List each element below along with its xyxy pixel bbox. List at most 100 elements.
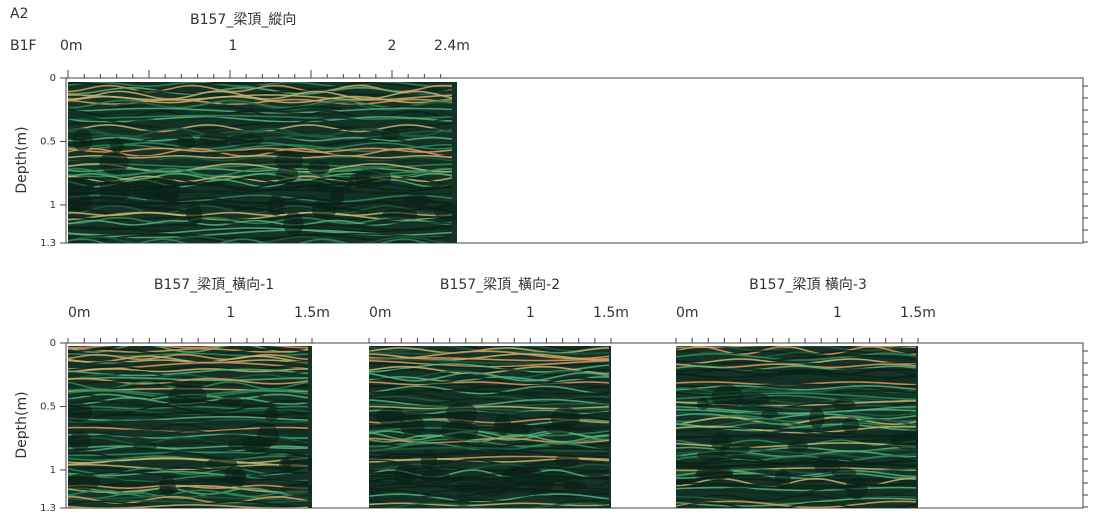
reflection: [676, 486, 917, 492]
reflection: [369, 389, 610, 395]
shadow: [132, 441, 158, 451]
reflection: [369, 502, 610, 507]
reflection: [68, 467, 309, 472]
shadow: [177, 134, 195, 150]
reflection: [68, 353, 309, 361]
shadow: [69, 431, 91, 451]
reflection: [68, 116, 453, 123]
reflection: [68, 181, 453, 189]
reflection: [369, 363, 610, 373]
reflection: [676, 377, 917, 385]
right-bracket: [1078, 77, 1084, 244]
reflection: [68, 471, 309, 481]
shadow: [68, 192, 93, 211]
x-tick-label: 2.4m: [434, 38, 470, 54]
radargram: [676, 346, 918, 508]
reflection: [68, 235, 453, 243]
reflection: [68, 119, 453, 129]
shadow: [381, 128, 400, 140]
shadow: [153, 178, 181, 202]
radargram: [68, 346, 312, 508]
panel-title: B157_梁頂_橫向-1: [154, 277, 274, 293]
shadow: [231, 470, 247, 487]
reflection: [369, 398, 610, 408]
reflection: [676, 346, 917, 349]
shadow: [787, 439, 809, 453]
shadow: [68, 177, 95, 196]
reflection: [68, 348, 309, 357]
x-tick-label: 1: [833, 305, 842, 321]
reflection: [68, 216, 453, 221]
shadow: [382, 208, 418, 220]
reflection: [369, 357, 610, 362]
shadow: [227, 438, 268, 451]
shadow: [275, 166, 299, 184]
radargram: [68, 82, 457, 243]
shadow: [842, 417, 860, 434]
shadow: [394, 463, 417, 486]
reflection: [369, 362, 609, 369]
depth-tick-label: 1: [50, 465, 56, 476]
reflection: [68, 154, 453, 159]
reflection: [68, 101, 453, 111]
shadow: [554, 454, 580, 468]
reflection: [68, 90, 453, 100]
shadow: [440, 420, 479, 442]
reflection: [676, 497, 917, 507]
reflection: [68, 232, 453, 240]
shadow: [695, 466, 734, 480]
right-bracket: [1078, 342, 1084, 509]
shadow: [280, 483, 312, 495]
shadow: [159, 476, 176, 496]
reflection: [68, 463, 309, 471]
reflection: [369, 347, 610, 354]
reflection: [68, 224, 453, 231]
reflection: [68, 419, 309, 426]
shadow: [217, 396, 243, 406]
reflection: [676, 500, 917, 508]
shadow: [403, 194, 432, 207]
shadow: [471, 480, 509, 497]
reflection: [68, 86, 453, 95]
reflection: [68, 167, 453, 173]
shadow: [72, 129, 93, 152]
reflection: [676, 484, 917, 490]
panel-title: B157_梁頂 橫向-3: [749, 277, 867, 293]
shadow: [228, 133, 264, 147]
reflection: [676, 353, 917, 361]
shadow: [420, 449, 438, 470]
x-tick-label: 0m: [676, 305, 699, 321]
reflection: [369, 434, 610, 443]
depth-tick-label: 0: [50, 73, 56, 84]
shadow: [696, 449, 727, 461]
reflection: [68, 82, 453, 88]
reflection: [369, 385, 610, 395]
reflection: [369, 397, 610, 405]
shadow: [131, 178, 160, 200]
depth-tick-label: 0.5: [40, 401, 56, 412]
reflection: [68, 161, 453, 166]
reflection: [676, 365, 917, 371]
shadow: [355, 168, 392, 188]
shadow: [264, 407, 279, 422]
shadow: [774, 468, 791, 489]
reflection: [369, 376, 610, 386]
reflection: [369, 438, 610, 448]
shadow: [809, 407, 825, 429]
shadow: [891, 430, 918, 451]
shadow: [311, 198, 337, 220]
reflection: [68, 107, 453, 114]
reflection: [68, 489, 309, 498]
shadow: [281, 452, 312, 474]
shadow: [185, 202, 203, 225]
reflection: [68, 110, 453, 115]
reflection: [369, 365, 610, 375]
section-label: A2: [10, 6, 28, 22]
reflection: [68, 365, 309, 371]
reflection: [68, 504, 309, 508]
shadow: [454, 482, 477, 494]
x-tick-label: 0m: [369, 305, 392, 321]
x-tick-label: 0m: [60, 38, 83, 54]
reflection: [676, 404, 917, 411]
